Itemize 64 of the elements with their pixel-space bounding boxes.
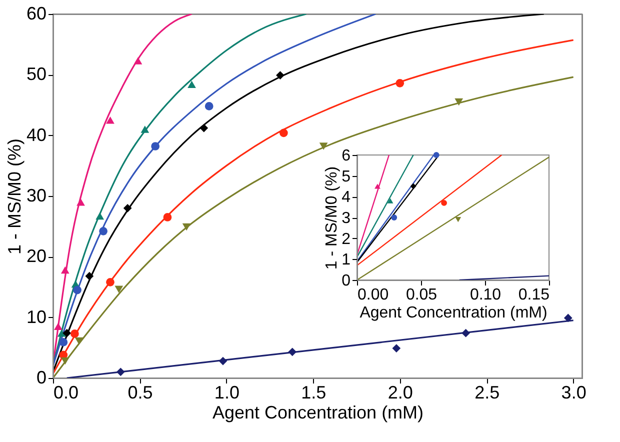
point xyxy=(57,329,66,337)
y-axis-title: 1 - MS/M0 (%) xyxy=(324,166,341,270)
point xyxy=(123,204,132,212)
y-tick-label: 0 xyxy=(342,272,351,290)
x-tick-label: 2.5 xyxy=(474,382,500,402)
y-tick-label: 2 xyxy=(342,230,351,248)
point xyxy=(276,71,284,80)
point xyxy=(106,116,114,124)
point xyxy=(279,128,288,138)
y-tick-label: 4 xyxy=(342,189,351,206)
y-tick-label: 60 xyxy=(26,4,46,24)
point xyxy=(288,348,297,356)
x-tick-label: 0.15 xyxy=(518,286,550,304)
point xyxy=(140,126,150,133)
point xyxy=(182,223,191,231)
point xyxy=(204,102,214,110)
point xyxy=(392,344,401,352)
y-tick-label: 30 xyxy=(26,186,46,206)
y-tick-label: 3 xyxy=(342,210,351,227)
x-tick-label: 2.0 xyxy=(388,382,413,402)
x-tick-label: 3.0 xyxy=(561,382,586,402)
point xyxy=(60,266,70,274)
point xyxy=(116,368,125,376)
y-tick-label: 50 xyxy=(26,64,46,84)
point xyxy=(163,213,172,222)
point xyxy=(462,328,470,338)
point xyxy=(151,142,160,150)
point xyxy=(454,98,464,106)
point xyxy=(134,57,142,64)
y-tick-label: 1 xyxy=(342,252,351,269)
point xyxy=(218,356,228,366)
x-tick-label: 0.00 xyxy=(358,286,389,304)
point xyxy=(106,278,114,286)
point xyxy=(70,330,79,338)
point xyxy=(85,272,94,280)
y-tick-label: 10 xyxy=(26,306,46,327)
point xyxy=(188,80,196,88)
point xyxy=(96,212,104,220)
y-tick-label: 5 xyxy=(342,168,351,186)
x-tick-label: 1.5 xyxy=(301,382,326,402)
point xyxy=(564,314,572,322)
point xyxy=(54,322,62,330)
point xyxy=(99,227,108,236)
point xyxy=(59,338,68,346)
y-tick-label: 40 xyxy=(26,124,46,145)
x-axis-title: Agent Concentration (mM) xyxy=(360,304,548,322)
x-tick-label: 0.10 xyxy=(470,286,502,304)
y-tick-label: 6 xyxy=(342,148,351,164)
x-tick-label: 0.0 xyxy=(54,382,79,402)
point xyxy=(62,328,72,338)
y-tick-label: 20 xyxy=(26,246,46,266)
y-tick-label: 0 xyxy=(36,368,46,388)
x-tick-label: 0.05 xyxy=(406,286,438,304)
point xyxy=(73,286,82,294)
point xyxy=(200,124,208,132)
x-tick-label: 0.5 xyxy=(128,382,153,402)
x-tick-label: 1.0 xyxy=(214,382,240,402)
point xyxy=(396,78,404,88)
y-axis-title: 1 - MS/M0 (%) xyxy=(4,138,24,255)
point xyxy=(114,286,124,294)
x-axis-title: Agent Concentration (mM) xyxy=(212,402,424,422)
point xyxy=(60,357,70,365)
point xyxy=(319,142,328,150)
point xyxy=(76,198,85,206)
